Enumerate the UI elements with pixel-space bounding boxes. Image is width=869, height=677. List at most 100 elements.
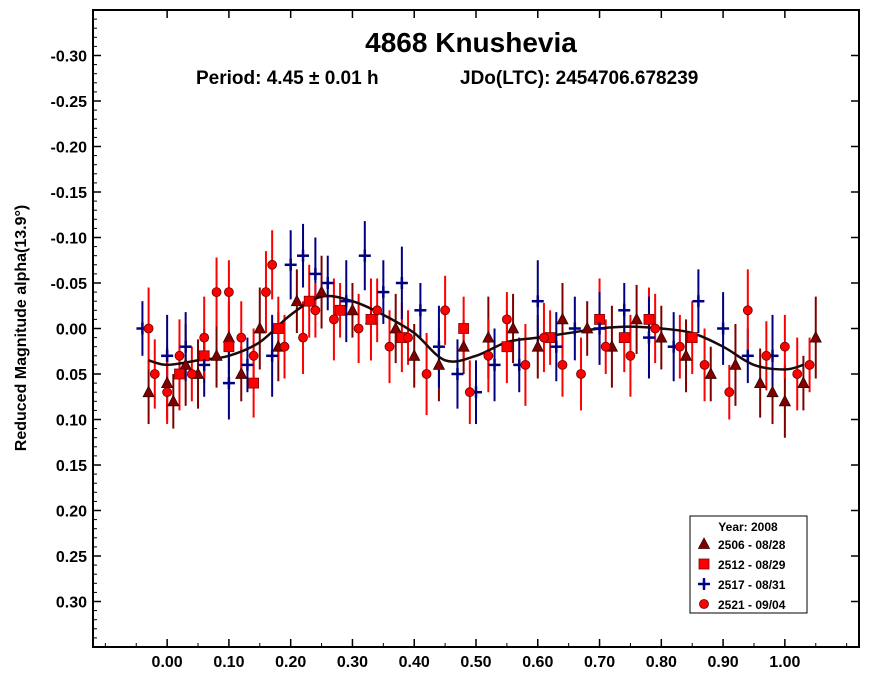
data-point-triangle [506,321,520,334]
data-point-triangle [655,330,668,343]
y-tick-label: -0.25 [51,94,88,111]
data-point-triangle [408,348,421,361]
data-point-plus [488,358,501,371]
data-point-circle [174,350,185,361]
data-point-triangle [222,330,236,343]
y-tick-label: 0.00 [56,322,87,339]
y-tick-label: 0.25 [56,549,87,566]
data-point-triangle [235,367,248,379]
data-point-triangle [167,394,180,407]
data-point-square [248,377,260,389]
data-point-square [458,323,470,334]
legend-label: 2512 - 08/29 [718,558,786,572]
data-point-circle [440,305,451,316]
data-points [136,249,822,407]
data-point-triangle [315,285,328,298]
data-point-triangle [630,312,643,325]
data-point-plus [340,295,353,308]
data-point-circle [261,287,271,298]
data-point-circle [650,323,661,334]
data-point-plus [531,295,544,308]
data-point-triangle [482,330,495,343]
data-point-circle [224,287,234,298]
x-tick-label: 0.30 [337,654,368,671]
data-point-circle [625,350,636,361]
data-point-plus [284,258,297,271]
data-point-plus [179,340,192,353]
data-point-triangle [797,376,810,389]
data-point-plus [414,304,427,317]
data-point-plus [550,340,563,353]
data-point-plus [593,322,606,335]
x-tick-label: 1.00 [769,654,800,671]
data-point-circle [674,341,685,352]
data-point-plus [395,277,408,289]
data-point-circle [248,350,259,361]
data-point-circle [310,305,321,316]
data-point-triangle [556,312,569,325]
data-point-plus [161,349,174,362]
data-point-circle [742,305,753,316]
data-point-circle [353,323,364,334]
data-point-square [686,332,698,344]
data-point-square [174,368,185,380]
data-point-plus [717,322,730,335]
x-axis: 0.00 0.10 0.20 0.30 0.40 0.50 0.60 0.70 0.80 0.90… [104,10,848,671]
data-point-square [501,341,513,353]
x-tick-label: 0.70 [584,654,615,671]
y-tick-label: 0.30 [56,595,87,612]
data-point-plus [358,249,371,262]
data-point-circle [211,287,222,298]
data-point-square [618,332,630,344]
x-tick-label: 0.60 [522,654,553,671]
data-point-triangle [778,394,792,407]
data-point-square [365,313,377,325]
data-point-circle [464,387,475,398]
data-point-circle [279,341,290,352]
chart-title: 4868 Knushevia [365,27,577,58]
y-tick-label: 0.20 [56,504,87,521]
data-point-circle [384,341,395,352]
data-point-triangle [729,358,742,370]
data-point-triangle [531,339,544,352]
data-point-triangle [253,321,266,334]
data-point-circle [804,359,815,370]
data-point-circle [162,387,173,398]
data-point-plus [198,358,211,371]
data-point-plus [692,295,705,308]
data-point-plus [568,322,581,335]
data-point-circle [149,369,160,379]
data-point-circle [329,314,339,325]
data-point-triangle [754,376,767,389]
data-point-circle [186,369,197,379]
data-point-plus [241,358,254,371]
x-tick-label: 0.00 [152,654,183,671]
data-point-triangle [290,294,304,307]
legend-marker-triangle [697,537,711,549]
error-bars [141,221,817,438]
data-point-circle [792,369,803,379]
data-point-circle [779,341,790,352]
y-tick-label: -0.15 [51,185,88,202]
legend-label: 2521 - 09/04 [718,598,786,612]
y-tick-label: -0.20 [51,140,88,157]
legend-marker-plus [698,578,710,590]
x-tick-label: 0.10 [213,654,244,671]
y-tick-label: 0.10 [56,413,87,430]
data-point-circle [724,387,735,398]
data-point-square [643,313,655,325]
data-point-circle [199,332,210,343]
y-tick-label: -0.05 [51,276,88,293]
legend-label: 2517 - 08/31 [718,578,786,592]
data-point-triangle [766,385,779,398]
data-point-square [303,295,315,307]
y-tick-label: -0.30 [51,49,88,66]
data-point-circle [501,314,512,325]
data-point-triangle [679,348,693,361]
data-point-triangle [346,303,359,316]
data-point-circle [539,332,549,343]
data-point-circle [403,332,413,343]
period-label: Period: 4.45 ± 0.01 h [196,68,379,89]
data-point-circle [520,359,531,370]
